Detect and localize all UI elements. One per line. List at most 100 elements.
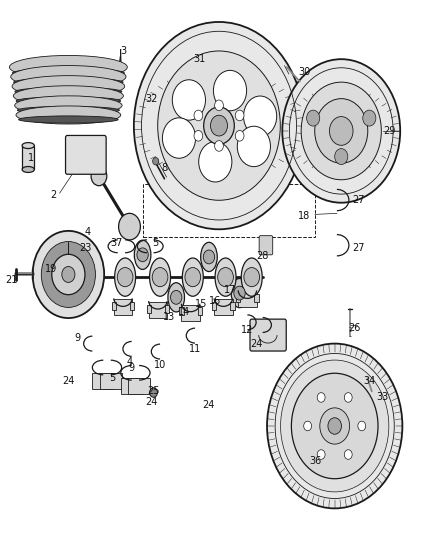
- Ellipse shape: [168, 282, 184, 312]
- Circle shape: [320, 408, 350, 444]
- Circle shape: [218, 268, 233, 287]
- Circle shape: [328, 418, 342, 434]
- Bar: [22, 146, 34, 169]
- Circle shape: [237, 126, 270, 167]
- Circle shape: [215, 141, 223, 151]
- Circle shape: [91, 166, 107, 185]
- Bar: [230, 302, 235, 310]
- Circle shape: [194, 131, 203, 141]
- Circle shape: [150, 387, 157, 397]
- Text: 34: 34: [364, 376, 376, 386]
- Circle shape: [344, 450, 352, 459]
- Ellipse shape: [150, 258, 170, 296]
- Bar: [254, 294, 259, 302]
- Ellipse shape: [115, 258, 136, 296]
- Ellipse shape: [14, 78, 123, 87]
- Circle shape: [244, 268, 260, 287]
- Circle shape: [119, 213, 141, 240]
- Ellipse shape: [241, 258, 262, 296]
- Bar: [212, 302, 216, 310]
- Ellipse shape: [134, 240, 151, 269]
- Text: 30: 30: [298, 68, 310, 77]
- Text: 5: 5: [152, 238, 159, 247]
- Text: 19: 19: [45, 264, 57, 274]
- Bar: [236, 294, 240, 302]
- Circle shape: [235, 110, 244, 121]
- Text: 1: 1: [28, 152, 34, 163]
- Text: 32: 32: [145, 94, 158, 104]
- Circle shape: [291, 373, 378, 479]
- Circle shape: [335, 149, 348, 165]
- Bar: [143, 184, 315, 237]
- Text: 28: 28: [257, 251, 269, 261]
- Circle shape: [117, 268, 133, 287]
- Circle shape: [32, 231, 104, 318]
- Text: 16: 16: [208, 296, 221, 306]
- Circle shape: [152, 158, 159, 165]
- Text: 4: 4: [85, 227, 91, 237]
- Circle shape: [134, 22, 304, 229]
- Bar: [198, 308, 202, 316]
- Circle shape: [85, 149, 95, 161]
- Ellipse shape: [13, 86, 124, 106]
- Text: 31: 31: [193, 54, 205, 64]
- Circle shape: [234, 286, 245, 300]
- Bar: [165, 305, 169, 313]
- Bar: [179, 308, 184, 316]
- Text: 27: 27: [353, 243, 365, 253]
- Ellipse shape: [182, 258, 203, 296]
- Circle shape: [358, 421, 366, 431]
- Ellipse shape: [12, 68, 124, 78]
- Circle shape: [267, 344, 403, 508]
- Bar: [128, 378, 150, 394]
- Circle shape: [215, 100, 223, 111]
- Circle shape: [307, 110, 320, 126]
- Text: 9: 9: [74, 333, 80, 343]
- Circle shape: [283, 59, 400, 203]
- Circle shape: [199, 142, 232, 182]
- Text: 10: 10: [154, 360, 166, 370]
- Text: 25: 25: [147, 386, 160, 397]
- FancyBboxPatch shape: [66, 135, 106, 174]
- Circle shape: [281, 360, 389, 492]
- Ellipse shape: [18, 116, 118, 123]
- Text: 37: 37: [110, 238, 123, 247]
- Ellipse shape: [215, 258, 236, 296]
- Circle shape: [317, 393, 325, 402]
- Text: 12: 12: [241, 325, 254, 335]
- Text: 36: 36: [309, 456, 321, 465]
- Text: 14: 14: [178, 306, 190, 317]
- Ellipse shape: [201, 243, 217, 271]
- Bar: [114, 300, 132, 316]
- Circle shape: [158, 51, 280, 200]
- Text: 8: 8: [161, 163, 167, 173]
- Ellipse shape: [22, 166, 34, 173]
- Ellipse shape: [231, 278, 248, 308]
- Text: 17: 17: [224, 286, 236, 295]
- Ellipse shape: [15, 87, 122, 96]
- Text: 3: 3: [120, 46, 126, 56]
- Circle shape: [317, 450, 325, 459]
- Circle shape: [363, 110, 376, 126]
- Ellipse shape: [11, 66, 126, 88]
- Circle shape: [170, 290, 182, 304]
- Text: 24: 24: [250, 338, 262, 349]
- Text: 11: 11: [189, 344, 201, 354]
- Bar: [238, 292, 257, 308]
- Bar: [112, 302, 116, 310]
- Circle shape: [301, 82, 381, 180]
- Bar: [100, 373, 122, 389]
- Text: 15: 15: [195, 298, 208, 309]
- Ellipse shape: [12, 76, 125, 97]
- Text: 18: 18: [298, 211, 310, 221]
- Text: 13: 13: [162, 312, 175, 322]
- Text: 33: 33: [377, 392, 389, 402]
- Circle shape: [244, 96, 277, 136]
- Circle shape: [304, 421, 311, 431]
- Circle shape: [235, 131, 244, 141]
- Circle shape: [211, 115, 227, 136]
- Text: 26: 26: [348, 322, 360, 333]
- Text: 24: 24: [62, 376, 74, 386]
- Ellipse shape: [16, 106, 121, 124]
- Bar: [92, 373, 114, 389]
